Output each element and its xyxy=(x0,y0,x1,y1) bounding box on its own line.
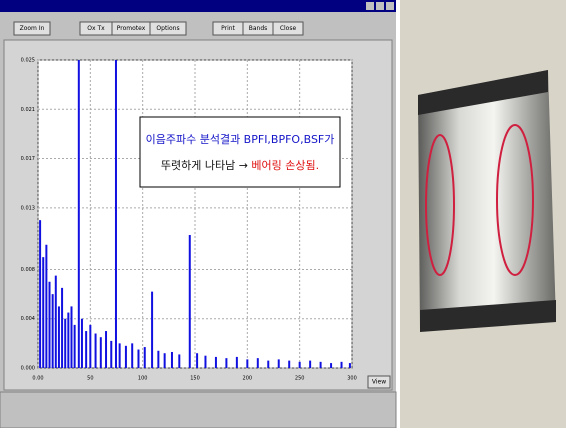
y-tick-label: 0.000 xyxy=(21,366,35,372)
annotation-line: 뚜렷하게 나타남 → 베어링 손상됨. xyxy=(161,158,319,172)
annotation-line: 이음주파수 분석결과 BPFI,BPFO,BSF가 xyxy=(146,133,335,146)
x-tick-label: 250 xyxy=(295,376,305,382)
x-tick-label: 0.00 xyxy=(32,376,43,382)
y-tick-label: 0.008 xyxy=(21,267,35,273)
title-bar xyxy=(0,0,396,12)
y-tick-label: 0.025 xyxy=(21,58,35,64)
x-tick-label: 150 xyxy=(190,376,200,382)
y-tick-label: 0.004 xyxy=(21,316,35,322)
screenshot: View 이음주파수 분석결과 BPFI,BPFO,BSF가 뚜렷하게 나타남 … xyxy=(0,0,566,428)
taskbar xyxy=(0,392,396,428)
view-label: View xyxy=(372,379,386,386)
annotation-text: 베어링 손상됨. xyxy=(251,159,319,172)
annotation-box xyxy=(140,117,340,187)
toolbar-label: Bands xyxy=(249,25,268,32)
toolbar-label: Zoom In xyxy=(20,25,45,32)
toolbar-label: Ox Tx xyxy=(87,25,105,32)
window-button[interactable] xyxy=(376,2,384,10)
window-button[interactable] xyxy=(366,2,374,10)
toolbar-label: Promotex xyxy=(117,25,146,32)
x-tick-label: 200 xyxy=(243,376,253,382)
window-button[interactable] xyxy=(386,2,394,10)
y-tick-label: 0.013 xyxy=(21,205,35,211)
annotation-text: 뚜렷하게 나타남 → xyxy=(161,158,248,172)
x-tick-label: 100 xyxy=(138,376,148,382)
y-tick-label: 0.017 xyxy=(21,156,35,162)
y-tick-label: 0.021 xyxy=(21,107,35,113)
x-tick-label: 50 xyxy=(87,376,93,382)
toolbar-label: Print xyxy=(221,25,235,32)
x-tick-label: 300 xyxy=(347,376,357,382)
toolbar-label: Close xyxy=(280,25,297,32)
toolbar-label: Options xyxy=(156,25,179,32)
